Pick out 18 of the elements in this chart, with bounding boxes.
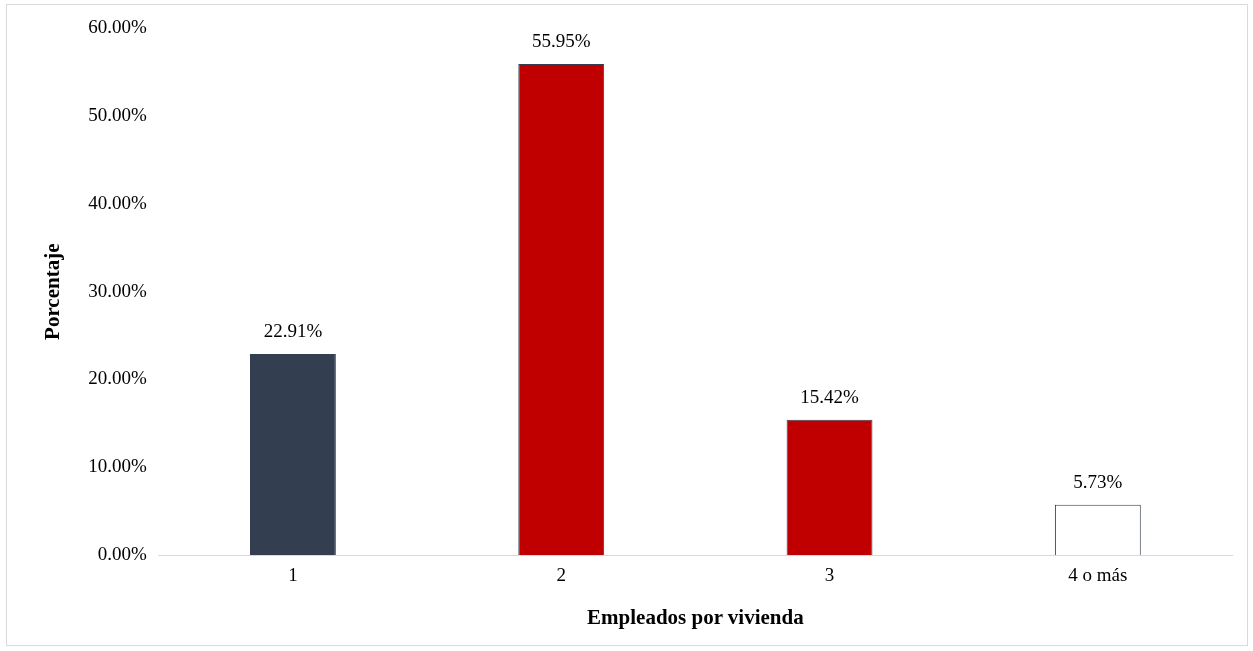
x-tick-label: 2	[556, 564, 566, 586]
data-label: 15.42%	[800, 386, 859, 408]
y-tick-label: 10.00%	[88, 455, 147, 477]
y-tick-label: 50.00%	[88, 104, 147, 126]
data-label: 22.91%	[263, 320, 323, 342]
x-tick-label: 3	[824, 564, 835, 586]
x-tick-label: 1	[288, 564, 298, 586]
y-tick-label: 20.00%	[88, 367, 147, 389]
y-tick-label: 40.00%	[88, 191, 147, 213]
y-tick-label: 30.00%	[88, 279, 147, 301]
y-axis-title: Porcentaje	[40, 243, 65, 340]
x-axis-title: Empleados por vivienda	[587, 604, 805, 629]
y-tick-label: 60.00%	[88, 16, 147, 38]
data-label: 55.95%	[531, 30, 591, 52]
y-tick-label: 0.00%	[97, 542, 147, 564]
data-label: 5.73%	[1073, 471, 1123, 493]
bar	[250, 353, 336, 555]
x-tick-label: 4 o más	[1068, 564, 1128, 586]
